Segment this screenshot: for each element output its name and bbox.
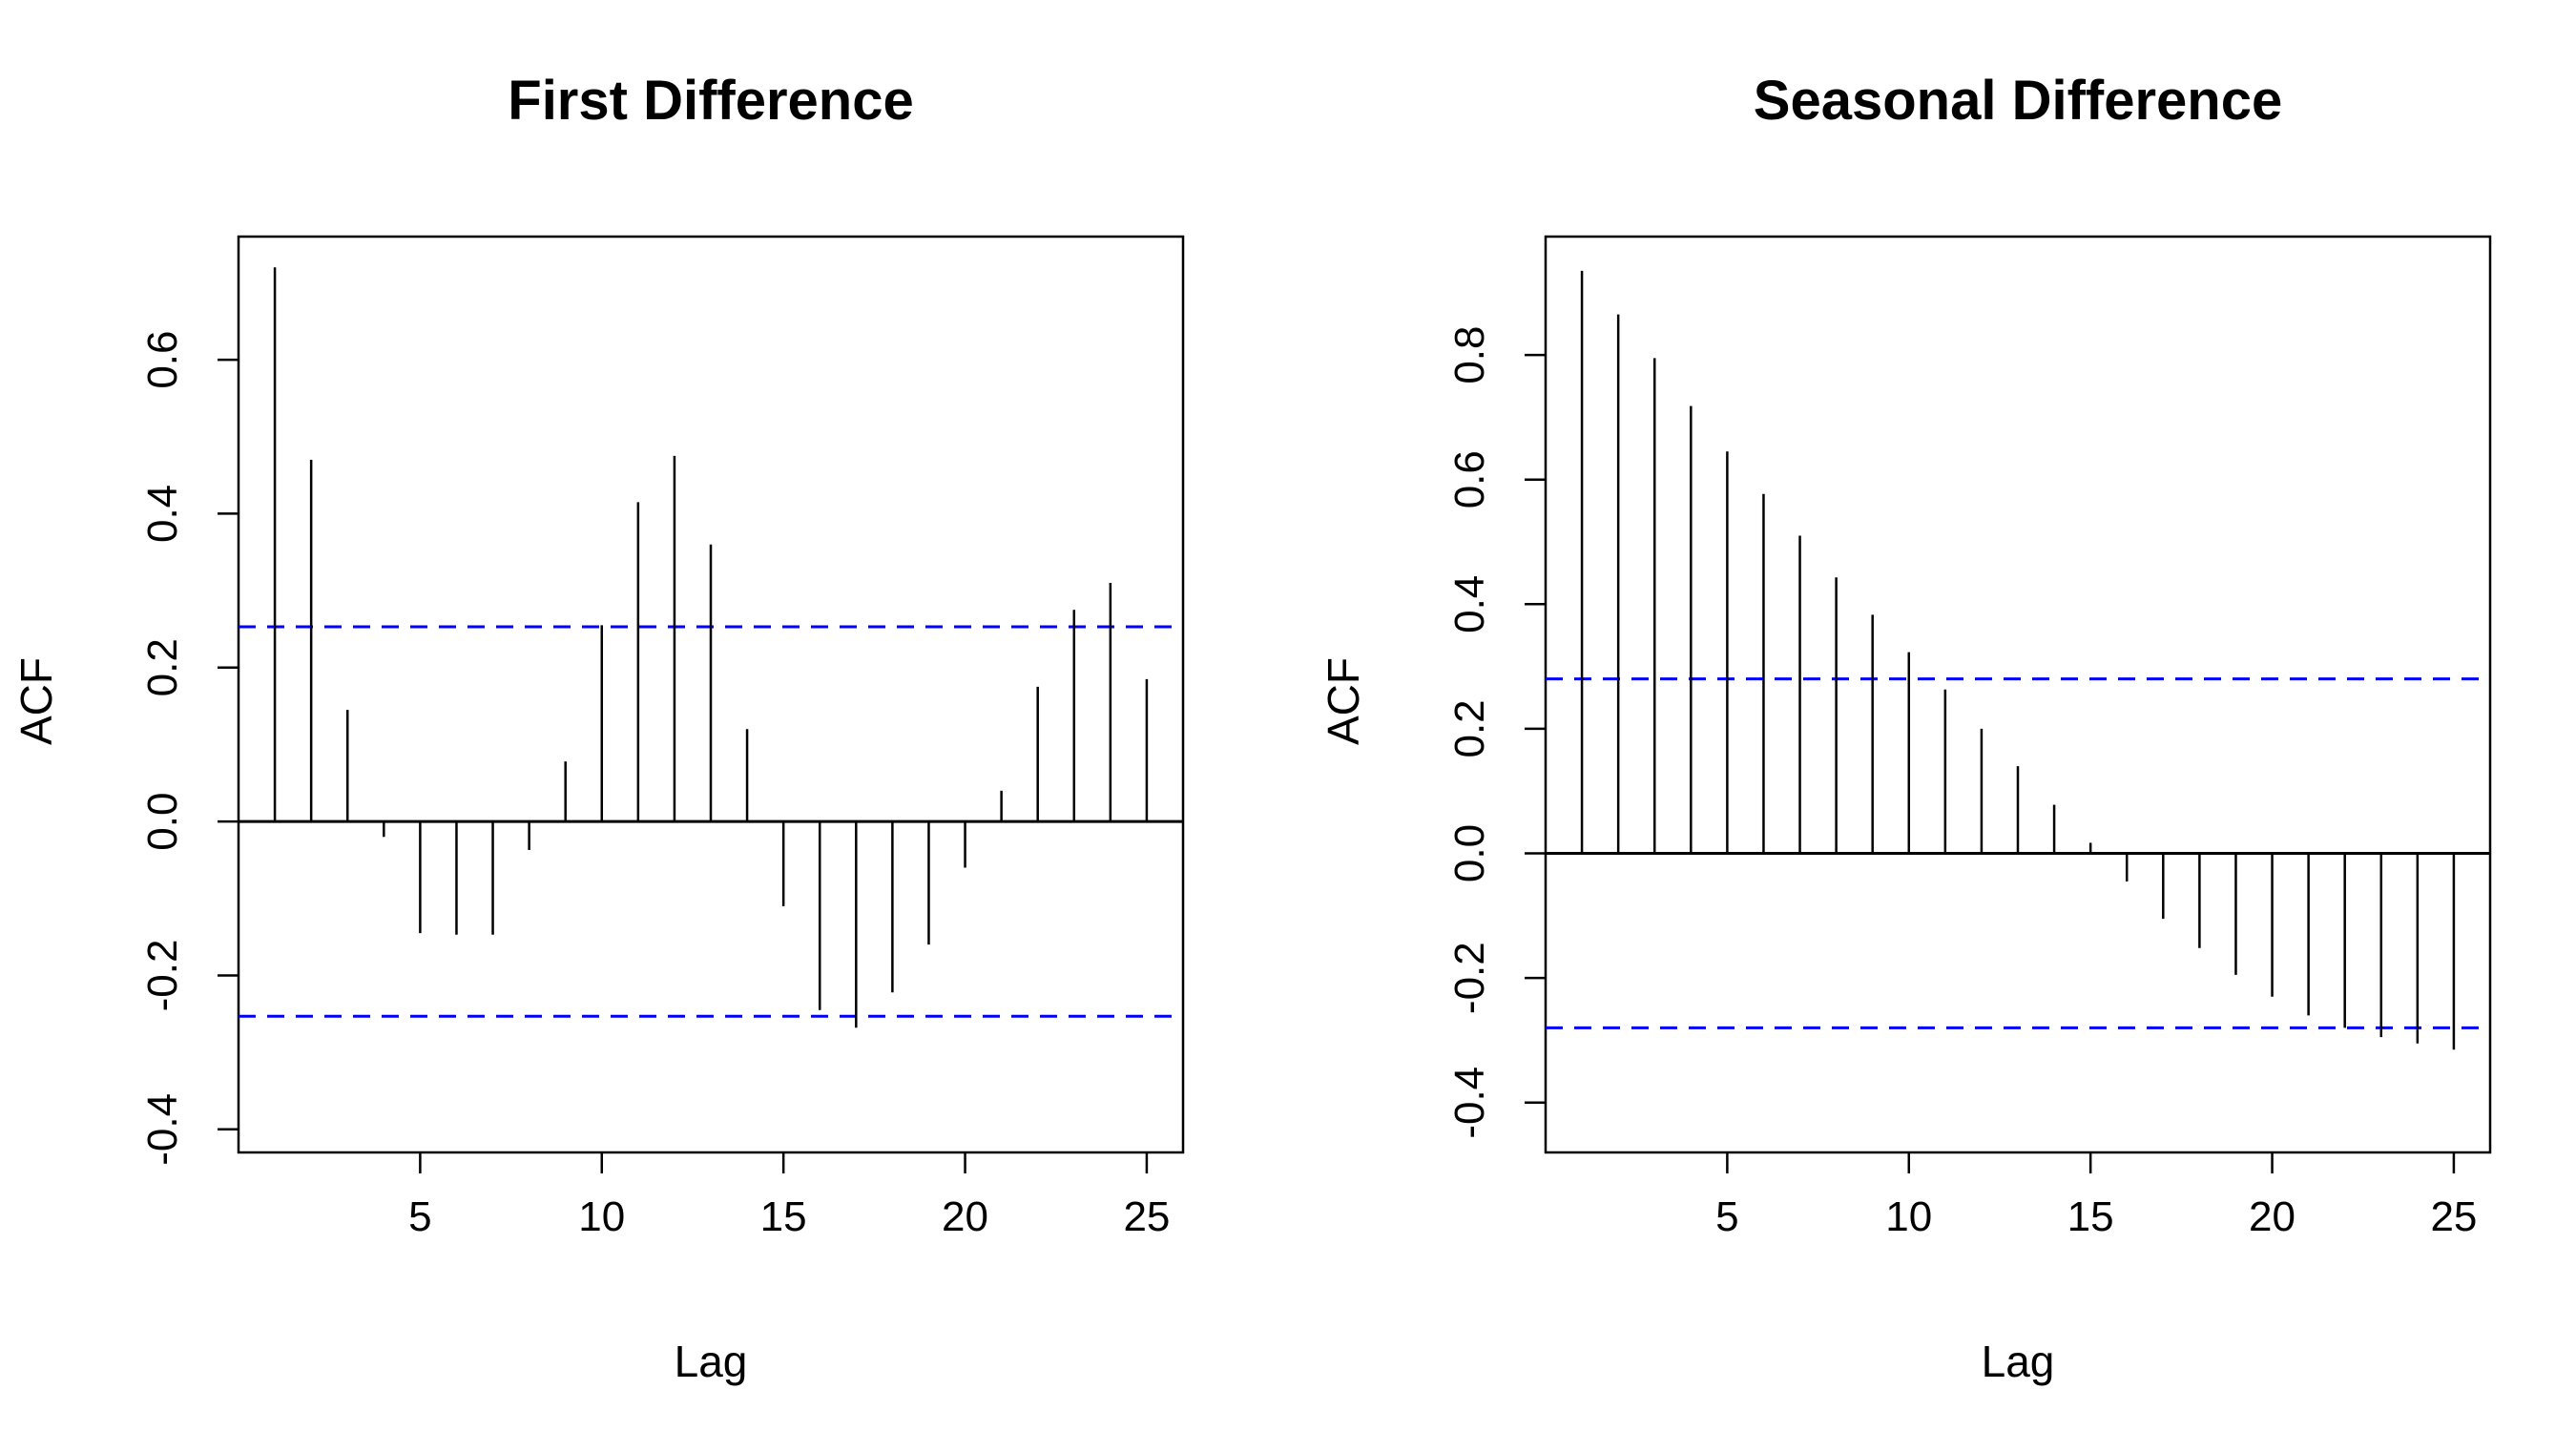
p1-x-tick-label-25: 25 <box>2430 1193 2477 1240</box>
p1-y-tick-label-0.0: 0.0 <box>1446 824 1493 882</box>
p1-y-tick-label-0.2: 0.2 <box>1446 699 1493 757</box>
p1-y-tick-label-0.6: 0.6 <box>1446 450 1493 508</box>
p1-x-tick-label-5: 5 <box>1715 1193 1738 1240</box>
p1-y-tick-label--0.4: -0.4 <box>1446 1067 1493 1139</box>
p0-y-tick-label--0.2: -0.2 <box>139 940 186 1012</box>
panel-seasonal-difference: Seasonal Difference Lag ACF 5 10 15 20 25 -0.… <box>1319 70 2492 1386</box>
chart-title-first-difference: First Difference <box>508 70 913 132</box>
p0-x-tick-label-20: 20 <box>942 1193 988 1240</box>
p0-y-tick-label-0.2: 0.2 <box>139 638 186 696</box>
p0-y-tick-label-0.6: 0.6 <box>139 330 186 388</box>
p1-y-tick-label-0.8: 0.8 <box>1446 325 1493 384</box>
p0-y-tick-label--0.4: -0.4 <box>139 1093 186 1166</box>
plot-area-seasonal-difference: 5 10 15 20 25 -0.4 -0.2 0.0 0.2 0.4 0.6 0.8 <box>1446 235 2492 1240</box>
chart-title-seasonal-difference: Seasonal Difference <box>1754 70 2282 132</box>
x-axis-label-seasonal-difference: Lag <box>1982 1337 2055 1386</box>
plot-frame <box>237 235 1185 1154</box>
plot-area-first-difference: 5 10 15 20 25 -0.4 -0.2 0.0 0.2 0.4 0.6 <box>139 235 1185 1240</box>
p1-y-tick-label--0.2: -0.2 <box>1446 942 1493 1014</box>
y-axis-label-first-difference: ACF <box>11 657 61 745</box>
plot-frame <box>1544 235 2492 1154</box>
p0-y-tick-label-0.4: 0.4 <box>139 485 186 543</box>
p0-x-tick-label-5: 5 <box>408 1193 431 1240</box>
p0-x-tick-label-15: 15 <box>760 1193 807 1240</box>
panel-first-difference: First Difference Lag ACF 5 10 15 20 25 -0.4 -0… <box>11 70 1185 1386</box>
p0-y-tick-label-0.0: 0.0 <box>139 793 186 851</box>
p0-x-tick-label-25: 25 <box>1123 1193 1170 1240</box>
x-axis-label-first-difference: Lag <box>675 1337 748 1386</box>
p1-x-tick-label-10: 10 <box>1885 1193 1932 1240</box>
p1-x-tick-label-20: 20 <box>2249 1193 2296 1240</box>
p0-x-tick-label-10: 10 <box>578 1193 625 1240</box>
p1-y-tick-label-0.4: 0.4 <box>1446 575 1493 633</box>
y-axis-label-seasonal-difference: ACF <box>1319 657 1368 745</box>
p1-x-tick-label-15: 15 <box>2067 1193 2114 1240</box>
